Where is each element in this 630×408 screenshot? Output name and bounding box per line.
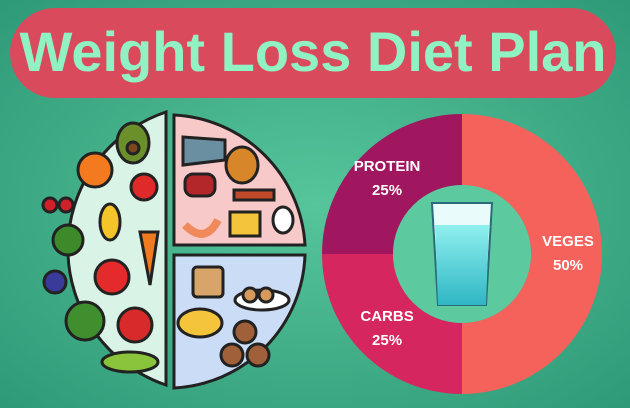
plate-illustration (41, 109, 307, 390)
slice-label: PROTEIN (354, 158, 421, 175)
donut-slice (322, 254, 462, 394)
chart-title: Weight Loss Diet Plan (19, 20, 606, 83)
slice-label: VEGES (542, 233, 594, 250)
title-banner (10, 8, 616, 98)
slice-value-label: 25% (372, 182, 402, 199)
glass-illustration (393, 185, 531, 323)
slice-label: CARBS (360, 308, 413, 325)
donut-slice (462, 114, 602, 394)
slice-value-label: 50% (553, 257, 583, 274)
donut-slice (322, 114, 462, 254)
slice-value-label: 25% (372, 332, 402, 349)
donut-chart: VEGES 50% CARBS 25% PROTEIN 25% (322, 114, 602, 394)
